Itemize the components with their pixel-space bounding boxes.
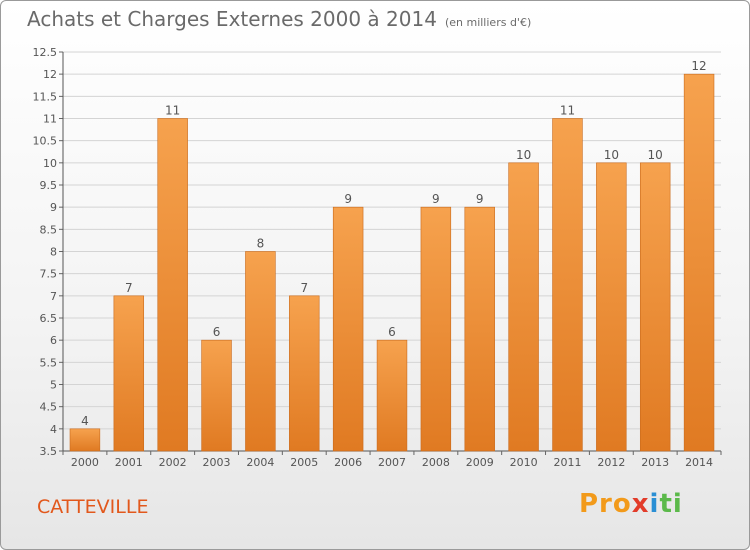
- bar-2004: [245, 251, 276, 452]
- data-label-2011: 11: [560, 104, 575, 118]
- data-label-2002: 11: [165, 104, 180, 118]
- y-tick-label: 5: [50, 379, 57, 392]
- bar-2003: [201, 339, 232, 452]
- x-tick-label-2005: 2005: [290, 456, 318, 469]
- x-tick-label-2007: 2007: [378, 456, 406, 469]
- proxiti-logo: Proxiti: [579, 489, 683, 519]
- bar-2002: [157, 118, 188, 452]
- bar-2013: [639, 162, 671, 452]
- x-tick-label-2010: 2010: [510, 456, 538, 469]
- x-tick-label-2008: 2008: [422, 456, 450, 469]
- x-tick-label-2006: 2006: [334, 456, 362, 469]
- x-tick-label-2001: 2001: [115, 456, 143, 469]
- data-label-2001: 7: [125, 281, 133, 295]
- bar-2001: [113, 295, 145, 452]
- y-tick-label: 9.5: [40, 179, 58, 192]
- y-tick-label: 8: [50, 246, 57, 259]
- x-tick-label-2014: 2014: [685, 456, 713, 469]
- data-label-2005: 7: [300, 281, 308, 295]
- bar-2011: [552, 118, 583, 452]
- data-label-2010: 10: [516, 148, 531, 162]
- x-tick-label-2012: 2012: [597, 456, 625, 469]
- y-tick-label: 10: [43, 157, 57, 170]
- bar-2000: [69, 428, 101, 452]
- y-tick-label: 6.5: [40, 312, 58, 325]
- y-tick-label: 11: [43, 113, 57, 126]
- place-name: CATTEVILLE: [37, 496, 149, 518]
- chart-subtitle: (en milliers d'€): [444, 16, 532, 29]
- bar-2008: [420, 206, 452, 452]
- data-label-2012: 10: [604, 148, 619, 162]
- data-label-2004: 8: [257, 237, 265, 251]
- y-tick-label: 10.5: [33, 135, 58, 148]
- bar-2009: [464, 206, 495, 452]
- y-tick-label: 7: [50, 290, 57, 303]
- bar-2006: [332, 206, 364, 452]
- data-label-2009: 9: [476, 192, 484, 206]
- y-tick-label: 12: [43, 68, 57, 81]
- bar-2007: [376, 339, 408, 452]
- bar-2014: [683, 73, 715, 452]
- x-tick-label-2004: 2004: [246, 456, 274, 469]
- data-label-2014: 12: [691, 59, 706, 73]
- y-tick-label: 9: [50, 201, 57, 214]
- bar-2012: [596, 162, 627, 452]
- data-label-2013: 10: [648, 148, 663, 162]
- bar-2010: [508, 162, 539, 452]
- x-tick-label-2000: 2000: [71, 456, 99, 469]
- x-tick-label-2009: 2009: [466, 456, 494, 469]
- chart-title: Achats et Charges Externes 2000 à 2014 (e…: [27, 7, 532, 31]
- bar-2005: [289, 295, 320, 452]
- y-tick-label: 11.5: [33, 90, 58, 103]
- y-tick-label: 8.5: [40, 223, 58, 236]
- data-label-2003: 6: [213, 325, 221, 339]
- x-tick-label-2013: 2013: [641, 456, 669, 469]
- y-tick-label: 3.5: [40, 445, 58, 458]
- y-tick-label: 7.5: [40, 268, 58, 281]
- data-label-2008: 9: [432, 192, 440, 206]
- y-tick-label: 5.5: [40, 356, 58, 369]
- data-label-2000: 4: [81, 414, 89, 428]
- y-tick-label: 4: [50, 423, 57, 436]
- x-tick-label-2003: 2003: [203, 456, 231, 469]
- y-tick-label: 6: [50, 334, 57, 347]
- y-tick-label: 4.5: [40, 401, 58, 414]
- data-label-2006: 9: [344, 192, 352, 206]
- data-label-2007: 6: [388, 325, 396, 339]
- y-tick-label: 12.5: [33, 46, 58, 59]
- x-tick-label-2002: 2002: [159, 456, 187, 469]
- x-tick-label-2011: 2011: [553, 456, 581, 469]
